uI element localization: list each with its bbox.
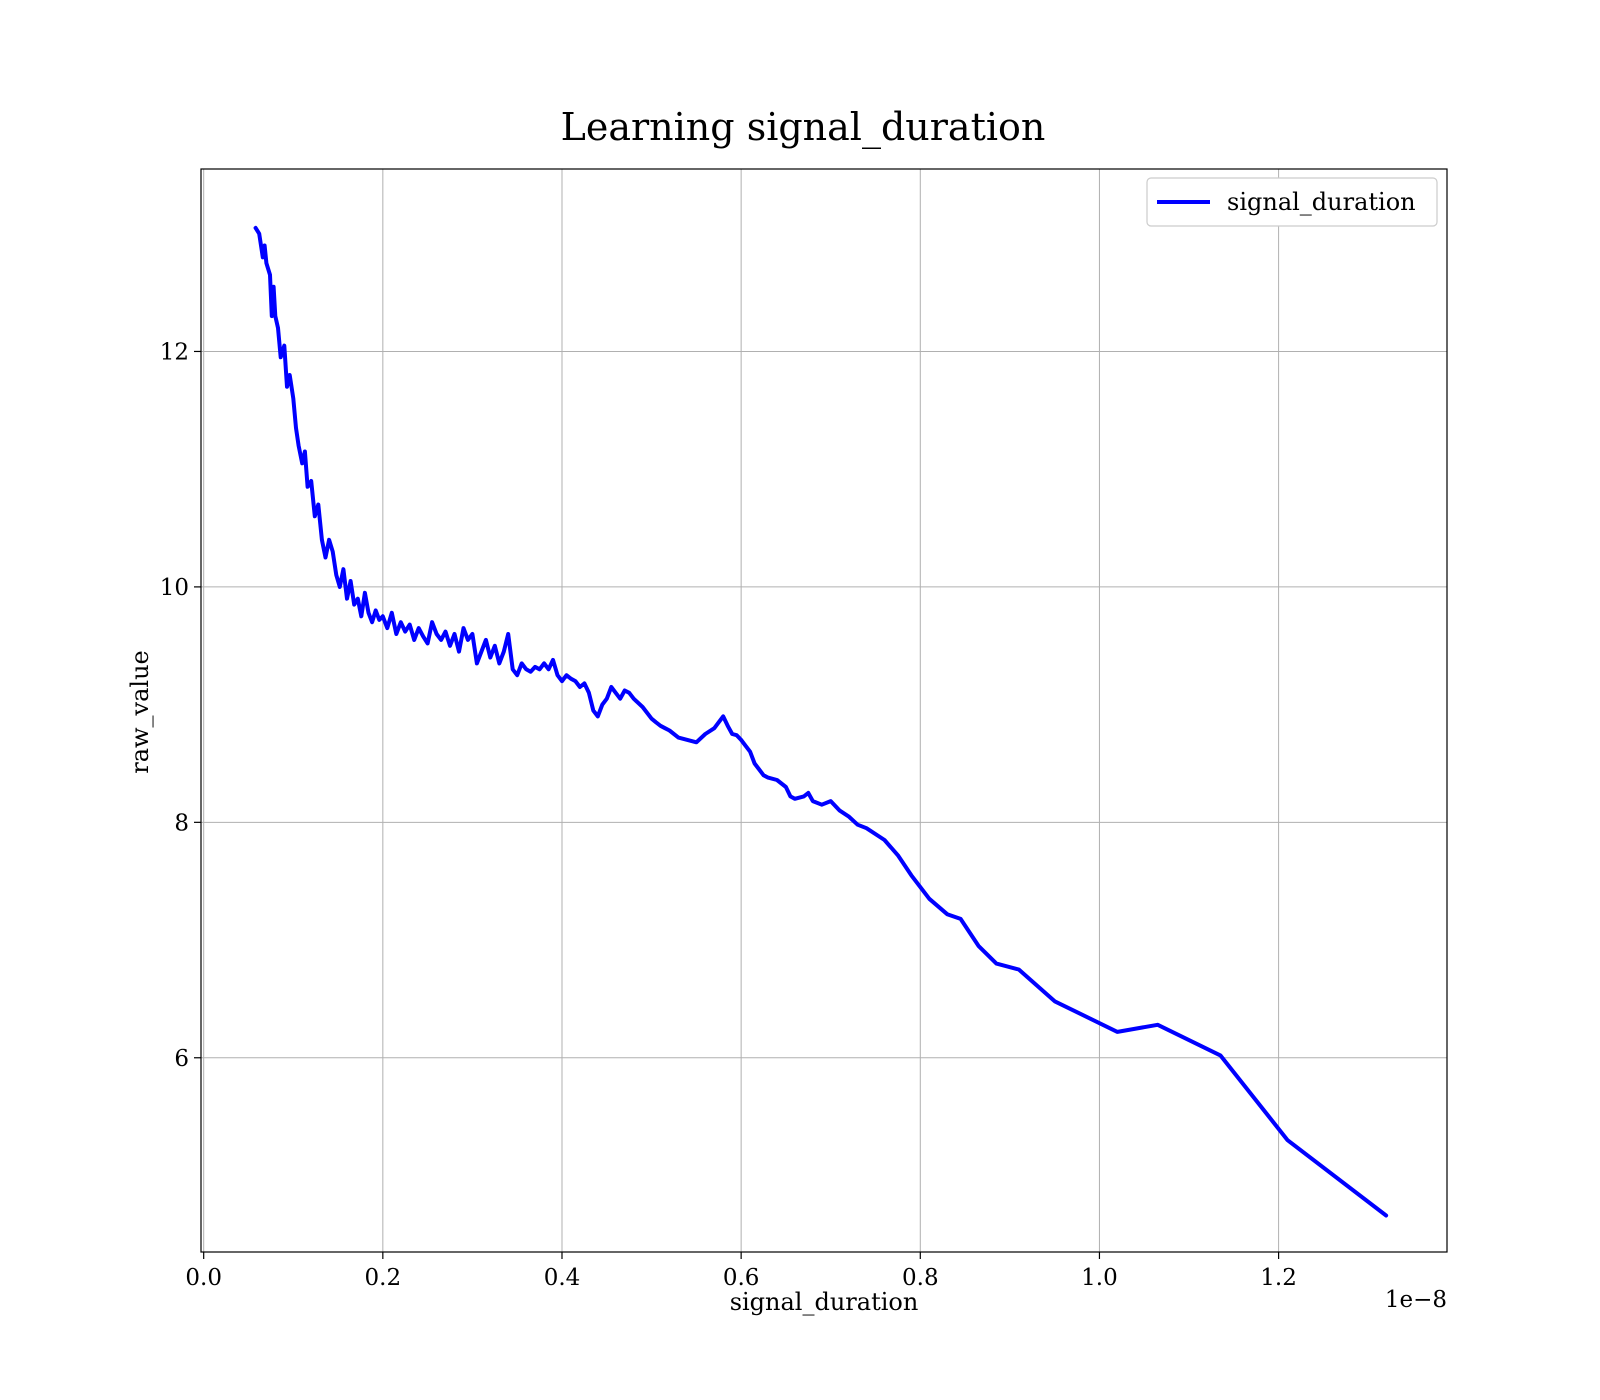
x-tick-label: 1.0 <box>1081 1265 1118 1291</box>
chart-title: Learning signal_duration <box>561 105 1046 150</box>
y-axis-ticks: 6 8 10 12 <box>160 339 201 1072</box>
x-axis-offset-label: 1e−8 <box>1385 1287 1447 1313</box>
legend-label: signal_duration <box>1227 188 1416 216</box>
x-tick-label: 0.6 <box>723 1265 760 1291</box>
x-axis-label: signal_duration <box>730 1288 919 1316</box>
x-tick-label: 0.0 <box>185 1265 222 1291</box>
x-tick-label: 0.8 <box>902 1265 939 1291</box>
y-axis-label: raw_value <box>126 650 154 774</box>
plot-area <box>200 168 1448 1253</box>
series-line-signal-duration <box>253 225 1389 1218</box>
grid <box>201 169 1447 1252</box>
legend-box <box>1146 177 1438 227</box>
x-tick-label: 0.4 <box>544 1265 581 1291</box>
y-tick-label: 6 <box>174 1046 189 1072</box>
x-axis-ticks: 0.0 0.2 0.4 0.6 0.8 1.0 1.2 <box>185 1252 1297 1291</box>
y-tick-label: 8 <box>174 810 189 836</box>
legend: signal_duration <box>1146 177 1438 227</box>
x-tick-label: 0.2 <box>365 1265 402 1291</box>
y-tick-label: 10 <box>160 575 189 601</box>
y-tick-label: 12 <box>160 339 189 365</box>
x-tick-label: 1.2 <box>1260 1265 1297 1291</box>
